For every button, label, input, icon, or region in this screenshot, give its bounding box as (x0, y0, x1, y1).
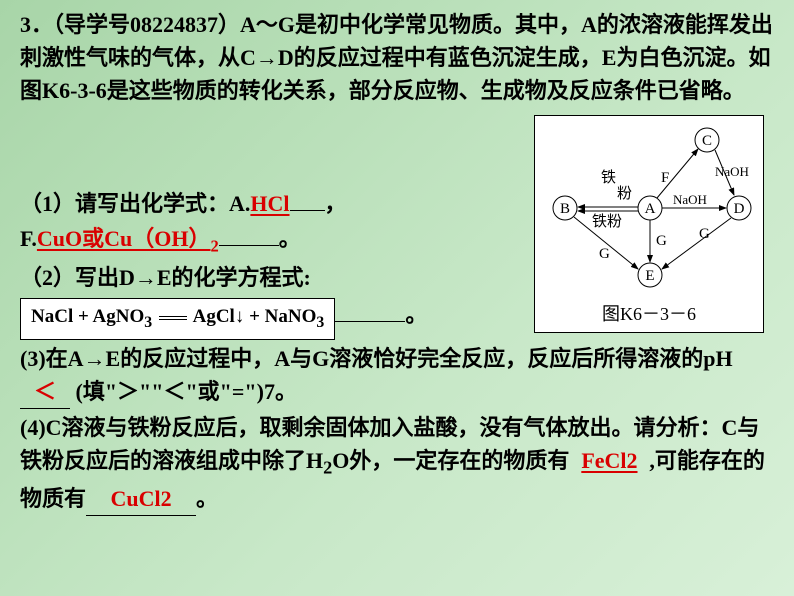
svg-text:铁粉: 铁粉 (592, 213, 622, 230)
q4: (4)C溶液与铁粉反应后，取剩余固体加入盐酸，没有气体放出。请分析：C与铁粉反应… (20, 411, 774, 516)
svg-text:F: F (661, 170, 669, 186)
q2-equation: NaCl + AgNO3 AgCl↓ + NaNO3 (20, 298, 335, 340)
svg-text:G: G (599, 246, 610, 262)
q3-answer: ＜ (34, 379, 56, 404)
svg-text:G: G (656, 233, 667, 249)
diagram: A B C D E 铁 粉 铁粉 F NaOH NaO (534, 115, 764, 333)
q1-f-label: F. (20, 226, 37, 251)
q1-end: 。 (279, 226, 301, 251)
svg-text:NaOH: NaOH (673, 192, 707, 207)
q1-answer-a: HCl (250, 191, 289, 216)
q1-sep: ， (325, 191, 347, 216)
q3-tail: (填"＞""＜"或"=")7。 (70, 379, 297, 404)
q1-f: F.CuO或Cu（OH）2 。 (20, 222, 528, 259)
svg-text:铁: 铁 (601, 169, 616, 186)
q1-f-sub: 2 (211, 236, 219, 255)
q3: (3)在A→E的反应过程中，A与G溶液恰好完全反应，反应后所得溶液的pH ＜ (填… (20, 342, 774, 409)
svg-text:G: G (699, 226, 710, 242)
q4-answer2: CuCl2 (110, 486, 171, 511)
q4-end: 。 (196, 486, 218, 511)
q1-label: （1）请写出化学式：A. (20, 191, 250, 216)
svg-text:A: A (645, 201, 656, 217)
q2-end: 。 (405, 302, 427, 327)
q4-answer1: FeCl2 (569, 444, 649, 477)
svg-text:粉: 粉 (617, 185, 632, 202)
problem-intro: 3．（导学号08224837）A～G是初中化学常见物质。其中，A的浓溶液能挥发出… (20, 8, 774, 107)
svg-text:B: B (560, 201, 570, 217)
svg-text:E: E (645, 268, 654, 284)
q3-text: (3)在A→E的反应过程中，A与G溶液恰好完全反应，反应后所得溶液的pH (20, 346, 733, 371)
q1: （1）请写出化学式：A.HCl ， (20, 187, 528, 220)
svg-text:NaOH: NaOH (715, 164, 749, 179)
q1-f-answer: CuO或Cu（OH） (37, 226, 211, 251)
q2-label: （2）写出D→E的化学方程式: (20, 261, 528, 294)
svg-text:D: D (734, 201, 745, 217)
diagram-caption: 图K6－3－6 (539, 301, 759, 328)
svg-text:C: C (702, 133, 712, 149)
